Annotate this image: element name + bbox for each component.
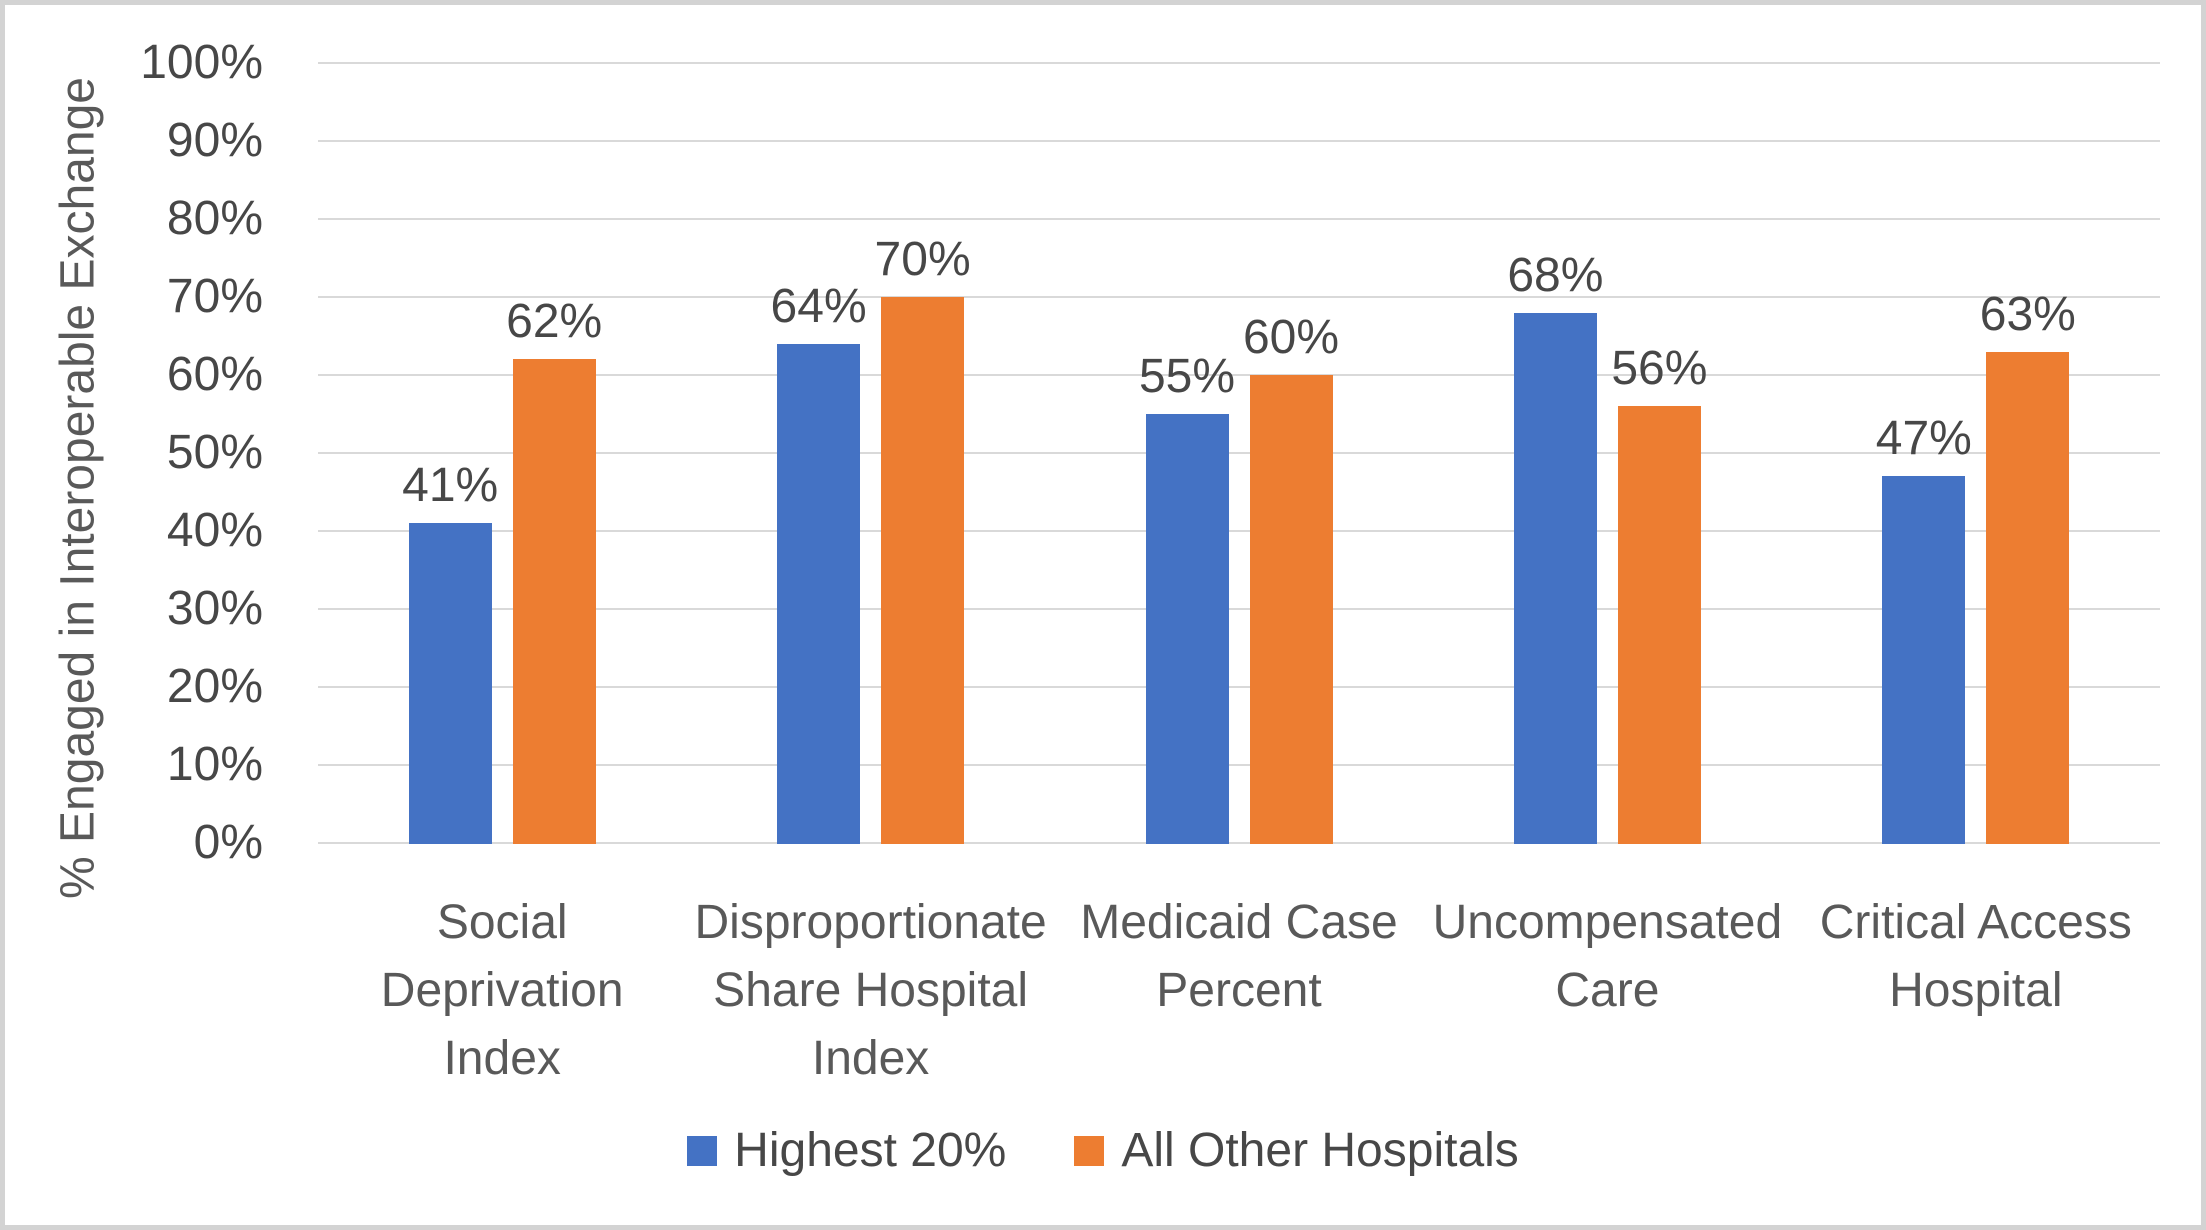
- bar-value-label: 62%: [506, 295, 603, 349]
- bar: [777, 343, 861, 844]
- bar-value-label: 70%: [874, 233, 971, 286]
- gridline: [318, 62, 2160, 64]
- legend: Highest 20% All Other Hospitals: [5, 1123, 2201, 1178]
- bar-value-label: 64%: [770, 279, 867, 333]
- bar-value-label: 41%: [402, 459, 499, 513]
- y-tick-label: 20%: [166, 660, 263, 713]
- bar: [1249, 375, 1333, 844]
- legend-marker: [687, 1135, 718, 1166]
- bar: [408, 523, 492, 844]
- bar: [1986, 351, 2070, 844]
- legend-label: Highest 20%: [734, 1124, 1007, 1177]
- y-tick-label: 60%: [166, 348, 263, 401]
- legend-label: All Other Hospitals: [1121, 1124, 1519, 1177]
- legend-item: All Other Hospitals: [1074, 1123, 1519, 1178]
- category-label: Disproportionate Share Hospital Index: [694, 896, 1047, 1085]
- bar-value-label: 55%: [1138, 350, 1236, 403]
- gridline: [318, 374, 2160, 376]
- gridline: [318, 530, 2160, 532]
- category-label: Uncompensated Care: [1432, 896, 1783, 1017]
- bar-value-label: 68%: [1507, 248, 1604, 302]
- bar: [1617, 406, 1701, 844]
- gridline: [318, 608, 2160, 610]
- y-tick-label: 40%: [166, 504, 263, 557]
- bar-value-label: 47%: [1875, 412, 1972, 466]
- category-label: Critical Access Hospital: [1819, 896, 2132, 1017]
- bar: [512, 359, 596, 844]
- y-tick-label: 50%: [166, 426, 263, 479]
- y-tick-label: 30%: [166, 582, 263, 635]
- bar: [1513, 312, 1597, 844]
- bar: [1145, 414, 1229, 844]
- bar: [881, 297, 965, 844]
- y-tick-label: 80%: [166, 192, 263, 245]
- gridline: [318, 764, 2160, 766]
- y-tick-label: 10%: [166, 738, 263, 791]
- category-label: Social Deprivation Index: [380, 896, 624, 1085]
- y-tick-label: 70%: [166, 270, 263, 323]
- plot-area: 41% 62% 64% 70% 55% 60% 68% 56% 47% 63%: [318, 62, 2160, 844]
- bar: [1882, 476, 1966, 844]
- category-label: Medicaid Case Percent: [1080, 896, 1398, 1017]
- gridline: [318, 296, 2160, 298]
- y-tick-label: 90%: [166, 114, 263, 167]
- gridline: [318, 218, 2160, 220]
- bar-value-label: 63%: [1979, 287, 2076, 341]
- y-tick-label: 0%: [193, 816, 263, 869]
- legend-marker: [1074, 1135, 1105, 1166]
- bar-value-label: 60%: [1242, 311, 1340, 364]
- gridline: [318, 686, 2160, 688]
- gridline: [318, 452, 2160, 454]
- y-tick-label: 100%: [140, 36, 263, 89]
- gridline: [318, 842, 2160, 844]
- gridline: [318, 140, 2160, 142]
- bar-value-label: 56%: [1611, 342, 1708, 396]
- legend-item: Highest 20%: [687, 1123, 1006, 1178]
